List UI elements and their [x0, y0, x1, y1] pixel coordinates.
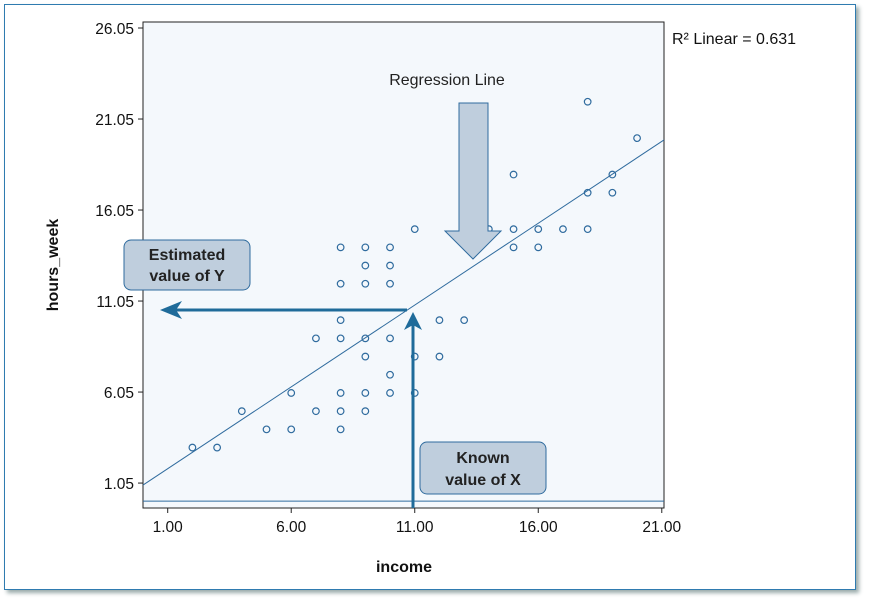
data-point — [435, 352, 444, 361]
regression-pointer-arrow — [443, 102, 503, 260]
data-point — [583, 97, 592, 106]
data-point — [361, 352, 370, 361]
x-tick-label: 1.00 — [153, 519, 184, 536]
estimate-arrow-head — [160, 301, 182, 319]
data-point — [435, 316, 444, 325]
data-point — [336, 334, 345, 343]
data-point — [361, 261, 370, 270]
data-point — [386, 279, 394, 288]
known-x-text-1: Known — [456, 450, 509, 467]
r-squared-label: R² Linear = 0.631 — [672, 31, 796, 48]
known-x-text-2: value of X — [445, 472, 521, 489]
data-point — [336, 407, 345, 416]
estimated-y-box — [123, 239, 251, 291]
x-axis-label: income — [376, 559, 432, 576]
data-point — [386, 389, 394, 397]
known-arrow-head — [404, 312, 422, 330]
data-point — [386, 261, 394, 270]
data-point — [361, 389, 370, 397]
data-point — [534, 225, 543, 234]
data-point — [361, 243, 370, 252]
data-point — [262, 425, 271, 434]
data-point — [608, 188, 617, 197]
data-point — [410, 352, 419, 361]
data-point — [213, 443, 222, 452]
data-point — [410, 225, 419, 234]
y-axis-label: hours_week — [45, 219, 62, 312]
data-point — [336, 425, 345, 434]
estimated-y-text-1: Estimated — [149, 247, 225, 264]
known-x-box — [419, 441, 547, 495]
data-point — [287, 389, 296, 397]
data-point — [410, 389, 419, 397]
regression-line-annotation: Regression Line — [389, 72, 505, 89]
data-point — [361, 279, 370, 288]
data-point — [460, 316, 469, 325]
y-tick-label: 16.05 — [95, 203, 134, 220]
data-point — [312, 407, 320, 416]
y-tick-label: 21.05 — [95, 112, 134, 129]
data-point — [237, 407, 246, 416]
data-point — [336, 389, 345, 397]
data-point — [312, 334, 320, 343]
data-point — [336, 316, 345, 325]
data-point — [386, 243, 394, 252]
x-tick-label: 16.00 — [519, 519, 558, 536]
regression-line — [142, 139, 665, 486]
data-point — [509, 225, 518, 234]
y-tick-label: 26.05 — [95, 21, 134, 38]
data-point — [608, 170, 617, 179]
data-point — [361, 407, 370, 416]
y-tick-label: 6.05 — [104, 385, 134, 402]
data-point — [386, 334, 394, 343]
data-point — [188, 443, 197, 452]
data-point — [361, 334, 370, 343]
x-tick-label: 11.00 — [396, 519, 434, 536]
data-point — [336, 243, 345, 252]
x-tick-label: 6.00 — [276, 519, 307, 536]
data-point — [336, 279, 345, 288]
data-point — [509, 170, 518, 179]
y-tick-label: 1.05 — [104, 476, 134, 493]
data-point — [633, 134, 641, 143]
data-point — [509, 243, 518, 252]
data-point — [583, 225, 592, 234]
data-point — [534, 243, 543, 252]
data-point — [287, 425, 296, 434]
data-point — [386, 370, 394, 379]
estimated-y-text-2: value of Y — [149, 268, 225, 285]
x-tick-label: 21.00 — [642, 519, 681, 536]
data-point — [559, 225, 567, 234]
y-tick-label: 11.05 — [96, 294, 134, 311]
